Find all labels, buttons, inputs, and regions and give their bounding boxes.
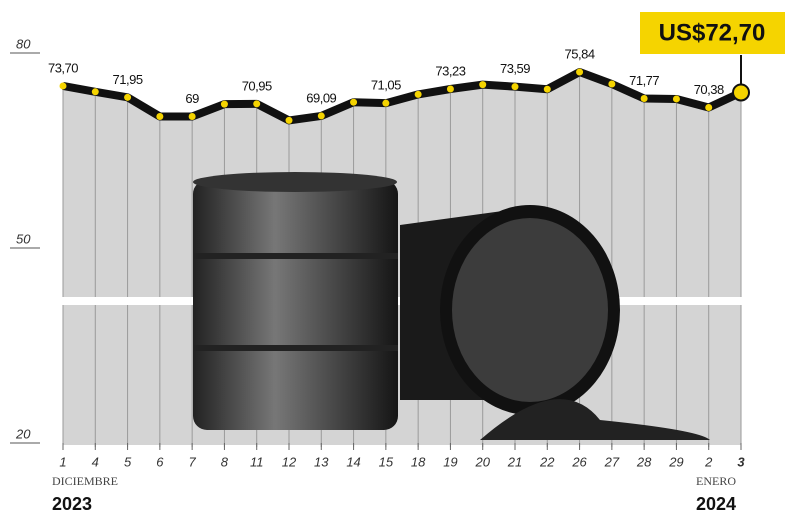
point [221, 101, 228, 108]
point [286, 117, 293, 124]
x-tick-label: 13 [314, 454, 329, 469]
x-tick-label: 20 [474, 454, 490, 469]
x-tick-label: 6 [156, 454, 164, 469]
value-label: 70,95 [242, 78, 272, 93]
point [156, 113, 163, 120]
y-tick-label: 20 [15, 426, 31, 441]
x-tick-label: 4 [92, 454, 99, 469]
x-tick-label: 26 [571, 454, 587, 469]
y-tick-label: 50 [16, 231, 31, 246]
point [641, 95, 648, 102]
point [705, 104, 712, 111]
value-label: 71,05 [371, 78, 401, 93]
point [189, 113, 196, 120]
value-label: 73,70 [48, 60, 78, 75]
value-label: US$72,70 [659, 19, 766, 46]
x-tick-label: 8 [221, 454, 229, 469]
x-tick-label: 21 [507, 454, 522, 469]
point [512, 83, 519, 90]
x-tick-label: 22 [539, 454, 555, 469]
point [544, 86, 551, 93]
value-label: 69 [185, 91, 199, 106]
value-label: 75,84 [565, 46, 595, 61]
chart: 20 50 80 73,70 71,95 69 70,95 69,09 71,05 73,23 7… [0, 0, 787, 514]
value-label: 71,77 [629, 73, 659, 88]
month-label: ENERO [696, 474, 736, 488]
point [253, 100, 260, 107]
x-tick-label: 18 [411, 454, 426, 469]
point [124, 94, 131, 101]
point [608, 81, 615, 88]
value-label: 73,23 [435, 63, 465, 78]
x-tick-label: 12 [282, 454, 297, 469]
x-tick-label: 7 [189, 454, 197, 469]
x-tick-label: 15 [379, 454, 394, 469]
x-tick-label: 28 [636, 454, 652, 469]
x-tick-label: 2 [704, 454, 713, 469]
point [415, 91, 422, 98]
year-label: 2023 [52, 494, 92, 514]
x-tick-label: 29 [668, 454, 683, 469]
x-tick-label: 1 [59, 454, 66, 469]
point [733, 84, 749, 100]
x-tick-label: 27 [604, 454, 620, 469]
month-label: DICIEMBRE [52, 474, 118, 488]
value-label: 71,95 [113, 72, 143, 87]
point [350, 99, 357, 106]
point [673, 95, 680, 102]
point [318, 112, 325, 119]
point [92, 88, 99, 95]
value-label: 70,38 [694, 82, 724, 97]
x-tick-label: 14 [346, 454, 360, 469]
x-tick-label: 3 [737, 454, 745, 469]
point [382, 100, 389, 107]
x-tick-label: 5 [124, 454, 132, 469]
value-label: 73,59 [500, 61, 530, 76]
x-tick-label: 11 [250, 454, 264, 469]
point [576, 69, 583, 76]
point [479, 81, 486, 88]
point [447, 86, 454, 93]
x-tick-label: 19 [443, 454, 457, 469]
point [60, 82, 67, 89]
value-label: 69,09 [306, 90, 336, 105]
y-tick-label: 80 [16, 36, 31, 51]
year-label: 2024 [696, 494, 736, 514]
